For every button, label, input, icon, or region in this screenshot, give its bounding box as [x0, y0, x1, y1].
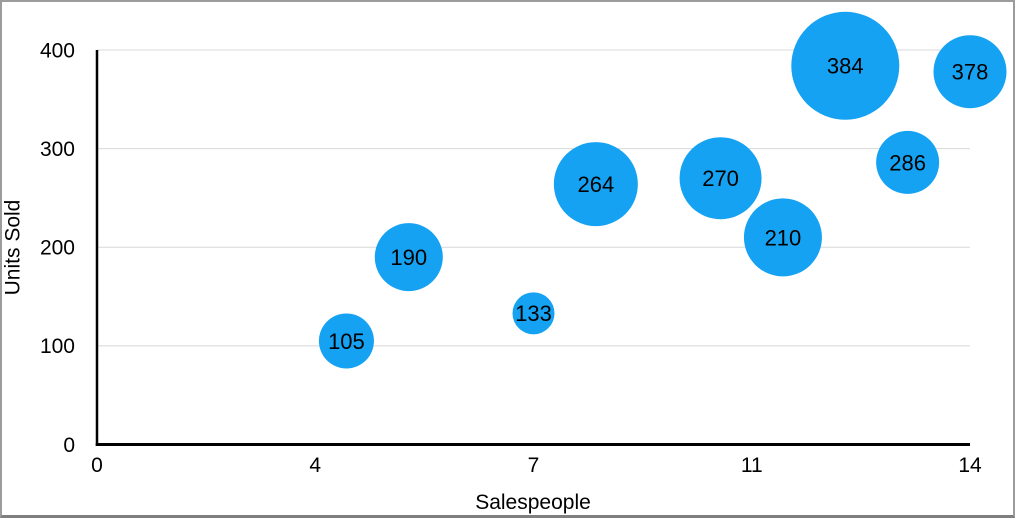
bubble[interactable]: [512, 292, 555, 335]
bubble[interactable]: [374, 223, 443, 292]
x-tick-label: 0: [91, 454, 103, 477]
bubble-value-label: 105: [328, 329, 365, 354]
bubble[interactable]: [933, 35, 1007, 109]
bubble[interactable]: [679, 137, 762, 220]
bubble-value-label: 190: [390, 245, 427, 270]
bubble-value-label: 286: [889, 150, 926, 175]
bubbles: 105 190 133 264 270 210 384 286 378: [318, 11, 1007, 369]
x-tick-label: 14: [958, 454, 982, 477]
y-tick-label: 300: [40, 138, 75, 161]
bubble-value-label: 378: [952, 60, 989, 85]
axes: [95, 50, 970, 446]
bubble[interactable]: [876, 130, 940, 194]
y-tick-label: 0: [63, 434, 75, 457]
x-tick-label: 11: [741, 454, 763, 477]
bubble[interactable]: [553, 142, 638, 227]
bubble[interactable]: [318, 313, 374, 369]
y-axis-title: Units Sold: [1, 199, 25, 296]
bubble[interactable]: [791, 11, 900, 120]
y-tick-label: 400: [40, 39, 75, 62]
y-tick-label: 100: [40, 335, 75, 358]
y-tick-label: 200: [40, 237, 75, 260]
tick-labels: 0 100 200 300 400 0 4 7 11 14: [40, 39, 982, 477]
bubble-value-label: 384: [827, 54, 864, 79]
bubble-value-label: 133: [515, 301, 552, 326]
x-tick-label: 4: [309, 454, 321, 477]
bubble-value-label: 210: [765, 225, 802, 250]
x-tick-label: 7: [528, 454, 540, 477]
bubble-value-label: 270: [702, 166, 739, 191]
bubble[interactable]: [743, 198, 822, 277]
bubble-value-label: 264: [577, 172, 614, 197]
x-axis-title: Salespeople: [475, 491, 591, 514]
